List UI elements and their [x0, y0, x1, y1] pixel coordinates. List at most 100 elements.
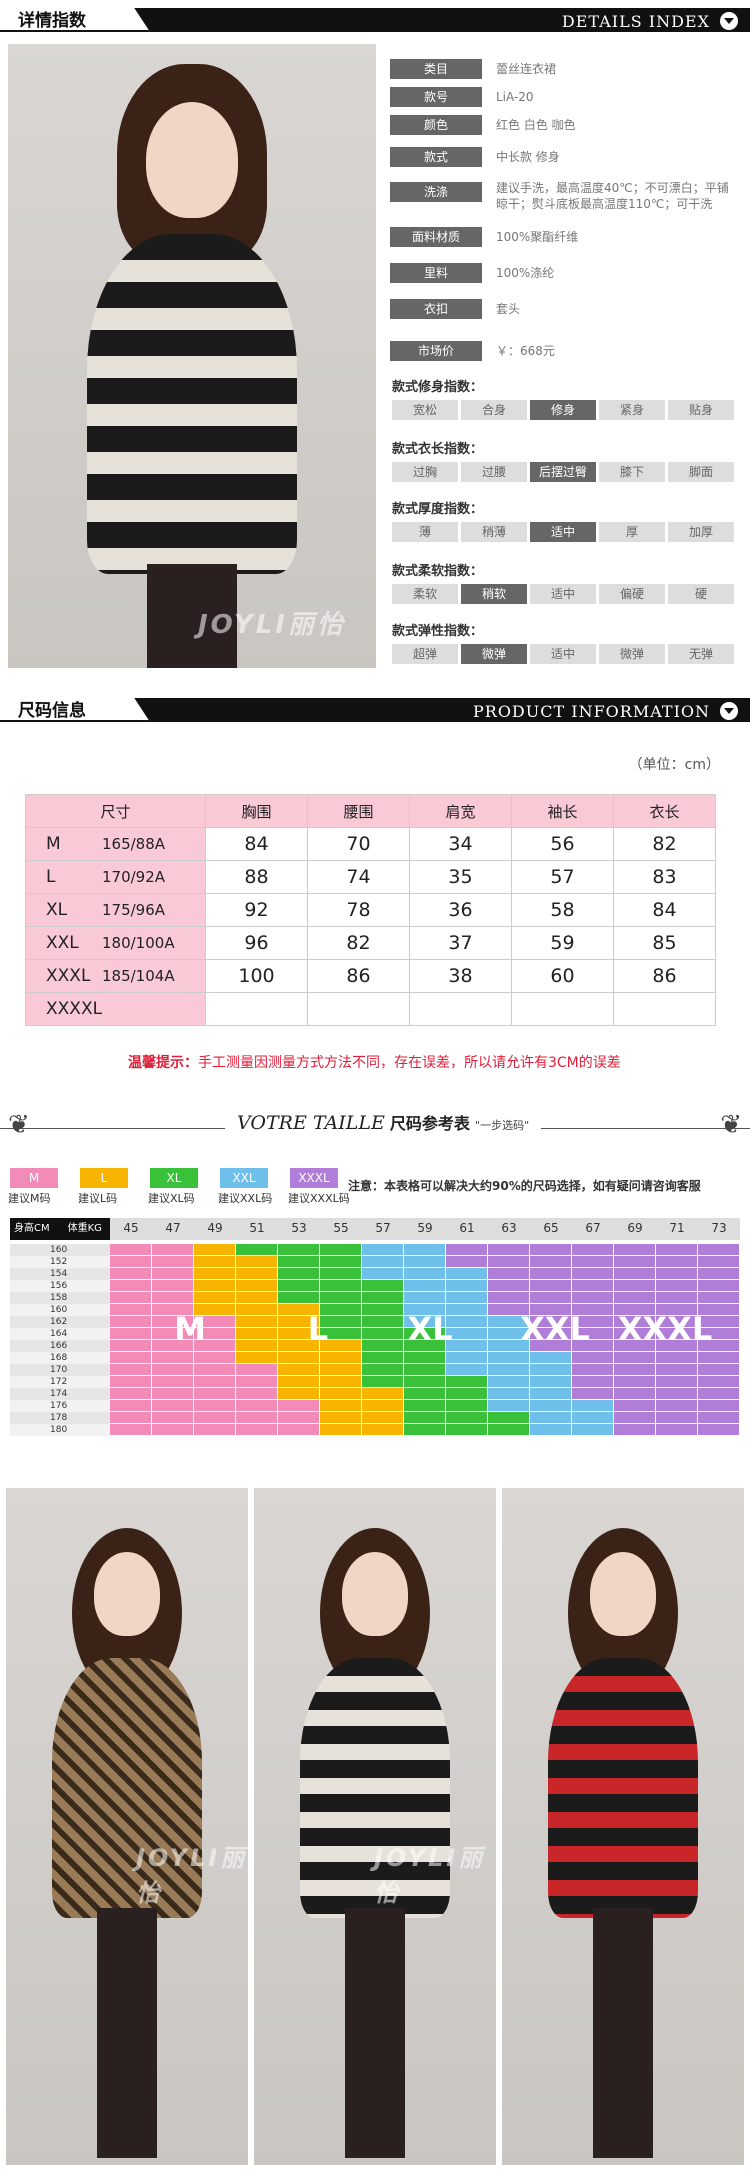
table-cell: 86 [307, 959, 410, 993]
index-option: 膝下 [599, 462, 665, 482]
legend-label: 建议L码 [78, 1192, 118, 1205]
index-option: 薄 [392, 522, 458, 542]
index-option: 适中 [530, 522, 596, 542]
votre-small: "一步选码" [475, 1119, 530, 1132]
photo-white-dress: JOYLI丽怡 [254, 1488, 496, 2165]
height-tick: 174 [10, 1388, 110, 1400]
chart-cell [320, 1424, 362, 1436]
weight-tick: 57 [375, 1221, 391, 1235]
chart-cell [404, 1424, 446, 1436]
height-tick: 162 [10, 1316, 110, 1328]
legend-swatch: XXXL [290, 1168, 338, 1188]
chart-cell [698, 1268, 740, 1280]
chart-cell [488, 1316, 530, 1328]
index-option: 修身 [530, 400, 596, 420]
chart-cell [488, 1400, 530, 1412]
size-spec: 185/104A [102, 967, 175, 985]
size-code: XXXXL [46, 999, 103, 1019]
watermark: JOYLI丽怡 [198, 610, 346, 640]
chart-cell [572, 1292, 614, 1304]
chart-cell [572, 1376, 614, 1388]
chart-cell [152, 1256, 194, 1268]
chart-cell [152, 1268, 194, 1280]
chart-cell [656, 1424, 698, 1436]
table-cell: 100 [205, 959, 308, 993]
chart-cell [320, 1412, 362, 1424]
chart-cell [194, 1340, 236, 1352]
chart-cell [110, 1328, 152, 1340]
chart-cell [488, 1244, 530, 1256]
table-header-cell: 胸围 [205, 794, 308, 828]
chart-cell [362, 1364, 404, 1376]
table-cell: 37 [409, 926, 512, 960]
weight-tick: 67 [585, 1221, 601, 1235]
chart-cell [152, 1400, 194, 1412]
table-cell: 84 [205, 827, 308, 861]
table-cell: 36 [409, 893, 512, 927]
chart-cell [362, 1412, 404, 1424]
size-code: XXXL [46, 966, 91, 986]
table-cell: 78 [307, 893, 410, 927]
spec-row: 面料材质 100%聚酯纤维 [390, 226, 578, 248]
chart-cell [194, 1424, 236, 1436]
chart-cell [572, 1280, 614, 1292]
chart-cell [530, 1292, 572, 1304]
index-option: 柔软 [392, 584, 458, 604]
table-row: L 170/92A 88 74 35 57 83 [25, 860, 716, 894]
chart-cell [320, 1244, 362, 1256]
chart-cell [698, 1304, 740, 1316]
table-cell: 58 [511, 893, 614, 927]
chart-cell [320, 1352, 362, 1364]
chart-cell [656, 1304, 698, 1316]
chart-cell [152, 1292, 194, 1304]
chart-cell [530, 1340, 572, 1352]
chart-cell [320, 1340, 362, 1352]
chart-cell [236, 1304, 278, 1316]
chart-cell [320, 1292, 362, 1304]
photo-red-dress [502, 1488, 744, 2165]
table-row: XXXXL [25, 992, 716, 1026]
chart-cell [404, 1244, 446, 1256]
unit-label: （单位：cm） [628, 757, 720, 773]
chart-cell [572, 1316, 614, 1328]
main-product-photo: JOYLI丽怡 [8, 44, 376, 668]
size-cell: XL 175/96A [25, 893, 206, 927]
chart-cell [488, 1340, 530, 1352]
size-cell: XXXXL [25, 992, 206, 1026]
height-tick: 180 [10, 1424, 110, 1436]
table-row: M 165/88A 84 70 34 56 82 [25, 827, 716, 861]
chart-cell [446, 1244, 488, 1256]
chart-cell [488, 1328, 530, 1340]
chart-cell [530, 1412, 572, 1424]
chart-header [10, 1218, 740, 1240]
chart-cell [572, 1424, 614, 1436]
chart-cell [488, 1268, 530, 1280]
chart-cell [110, 1268, 152, 1280]
chart-cell [698, 1280, 740, 1292]
index-title: 款式柔软指数： [392, 564, 484, 579]
chart-cell [698, 1424, 740, 1436]
tip-label: 温馨提示： [128, 1055, 198, 1071]
spec-row: 市场价 ￥：668元 [390, 340, 555, 362]
chart-cell [110, 1304, 152, 1316]
chart-cell [530, 1316, 572, 1328]
chevron-down-icon[interactable] [720, 702, 738, 720]
height-tick: 164 [10, 1328, 110, 1340]
chart-cell [362, 1256, 404, 1268]
chart-cell [614, 1316, 656, 1328]
chart-cell [488, 1280, 530, 1292]
chart-cell [362, 1304, 404, 1316]
votre-title: VOTRE TAILLE [237, 1112, 385, 1134]
chart-cell [362, 1424, 404, 1436]
chart-cell [404, 1292, 446, 1304]
chart-cell [530, 1280, 572, 1292]
chart-cell [278, 1424, 320, 1436]
weight-tick: 69 [627, 1221, 643, 1235]
chart-cell [488, 1388, 530, 1400]
weight-tick: 55 [333, 1221, 349, 1235]
chart-cell [698, 1412, 740, 1424]
chart-cell [404, 1376, 446, 1388]
chevron-down-icon[interactable] [720, 12, 738, 30]
chart-cell [194, 1292, 236, 1304]
table-cell: 34 [409, 827, 512, 861]
